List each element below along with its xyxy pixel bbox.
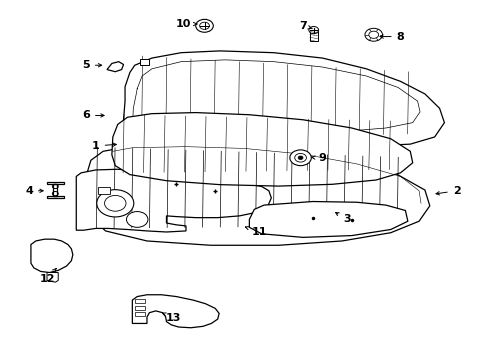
Circle shape [97, 190, 134, 217]
Polygon shape [98, 187, 110, 194]
Polygon shape [135, 306, 144, 310]
Text: 5: 5 [82, 60, 102, 70]
Text: 13: 13 [162, 313, 181, 323]
Circle shape [294, 153, 306, 162]
Circle shape [199, 22, 209, 30]
Polygon shape [249, 202, 407, 237]
Circle shape [126, 212, 148, 227]
Text: 12: 12 [39, 269, 56, 284]
Polygon shape [76, 169, 271, 232]
Circle shape [368, 31, 378, 39]
Circle shape [104, 195, 126, 211]
Polygon shape [135, 299, 144, 303]
Polygon shape [132, 295, 219, 328]
Circle shape [298, 156, 303, 159]
Polygon shape [47, 182, 64, 198]
Polygon shape [31, 239, 73, 273]
FancyBboxPatch shape [309, 30, 317, 41]
Circle shape [195, 19, 213, 32]
Text: 7: 7 [299, 21, 312, 31]
Text: 2: 2 [435, 186, 460, 196]
Polygon shape [135, 312, 144, 316]
Polygon shape [86, 144, 429, 245]
Text: 9: 9 [311, 153, 326, 163]
Text: 10: 10 [176, 19, 197, 29]
Circle shape [364, 28, 382, 41]
Polygon shape [107, 62, 123, 72]
Text: 3: 3 [335, 212, 350, 224]
Text: 6: 6 [82, 111, 104, 121]
Text: 4: 4 [25, 186, 43, 196]
Polygon shape [47, 273, 58, 282]
Text: 1: 1 [92, 141, 116, 151]
Text: 8: 8 [379, 32, 404, 41]
Polygon shape [112, 113, 412, 186]
Polygon shape [140, 59, 149, 65]
Circle shape [289, 150, 311, 166]
Circle shape [308, 27, 318, 34]
Text: 11: 11 [245, 226, 266, 237]
Polygon shape [122, 51, 444, 146]
